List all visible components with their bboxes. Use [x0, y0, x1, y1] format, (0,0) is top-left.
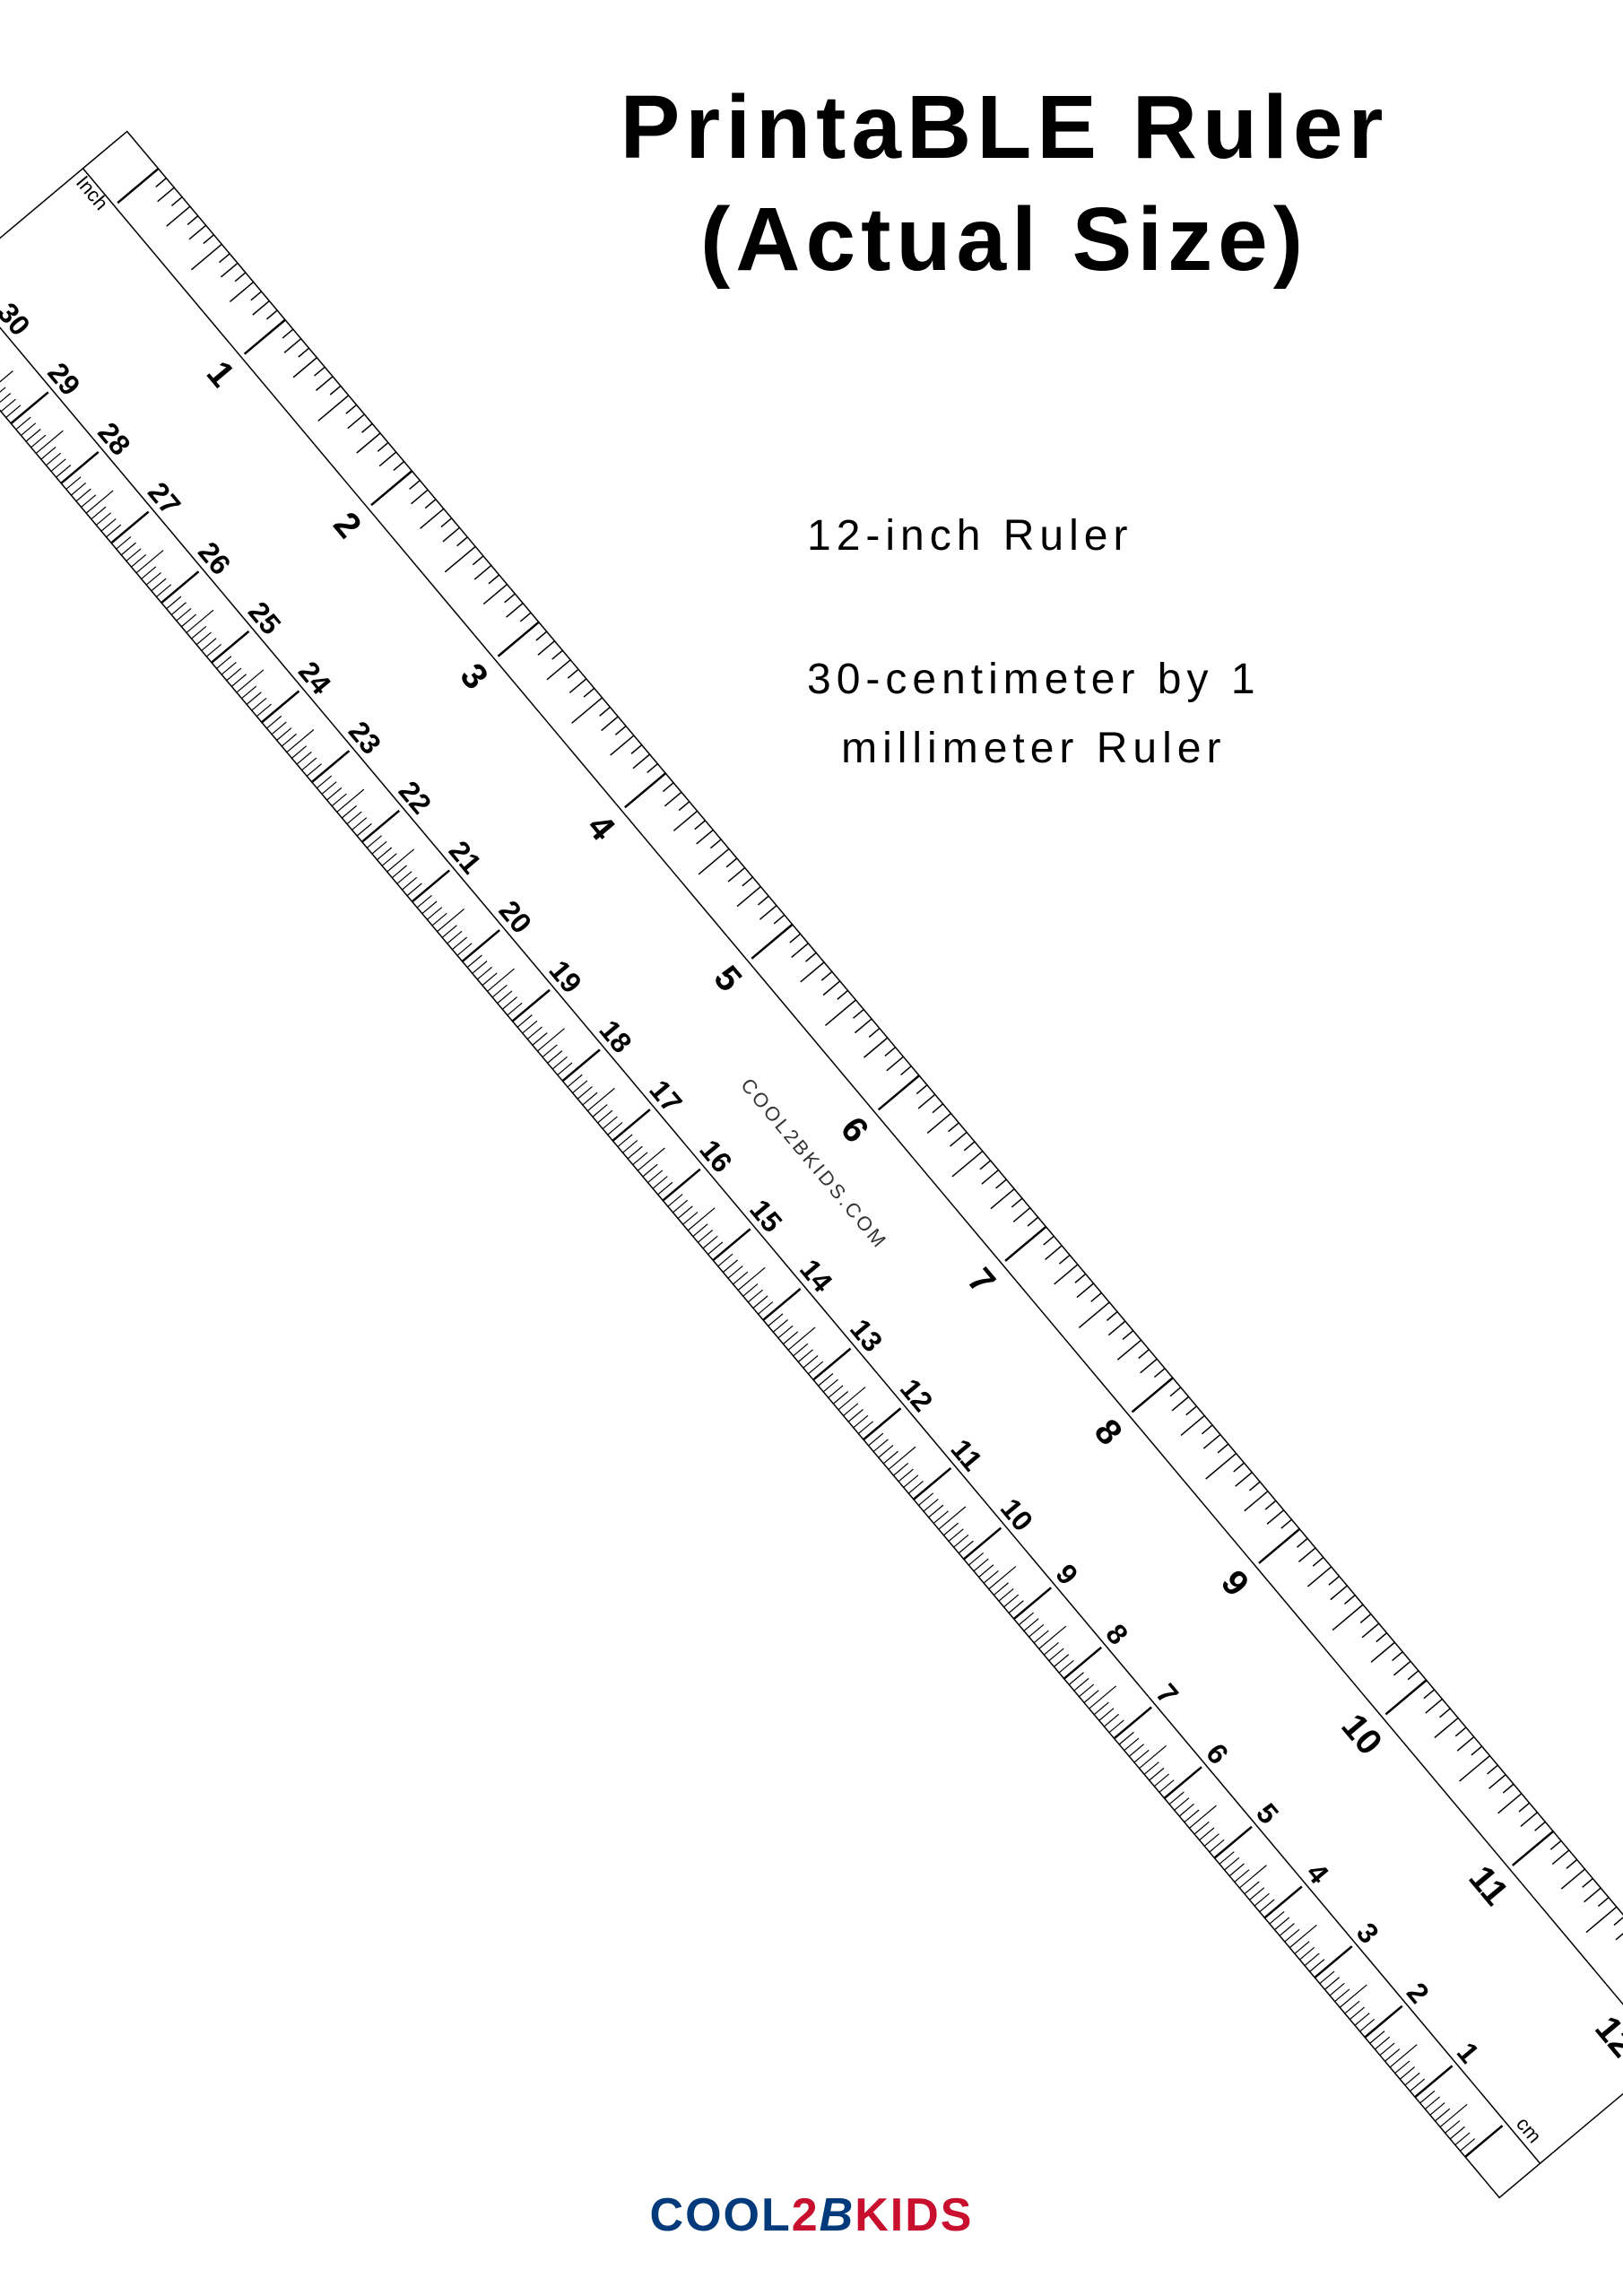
- logo-part-2: 2: [792, 2189, 820, 2241]
- logo-part-1: COOL: [650, 2189, 792, 2241]
- subtitle-cm: 30-centimeter by 1millimeter Ruler: [807, 646, 1261, 784]
- logo-part-3: B: [820, 2189, 855, 2241]
- subtitle-inch: 12-inch Ruler: [807, 511, 1133, 561]
- logo-part-4: KIDS: [855, 2189, 973, 2241]
- page-title: PrintaBLE Ruler(Actual Size): [466, 72, 1542, 296]
- ruler: 123456789101112Inch123456789101112131415…: [0, 130, 1623, 2201]
- footer-logo: COOL2BKIDS: [650, 2188, 974, 2242]
- ruler-svg: 123456789101112Inch123456789101112131415…: [0, 130, 1623, 2198]
